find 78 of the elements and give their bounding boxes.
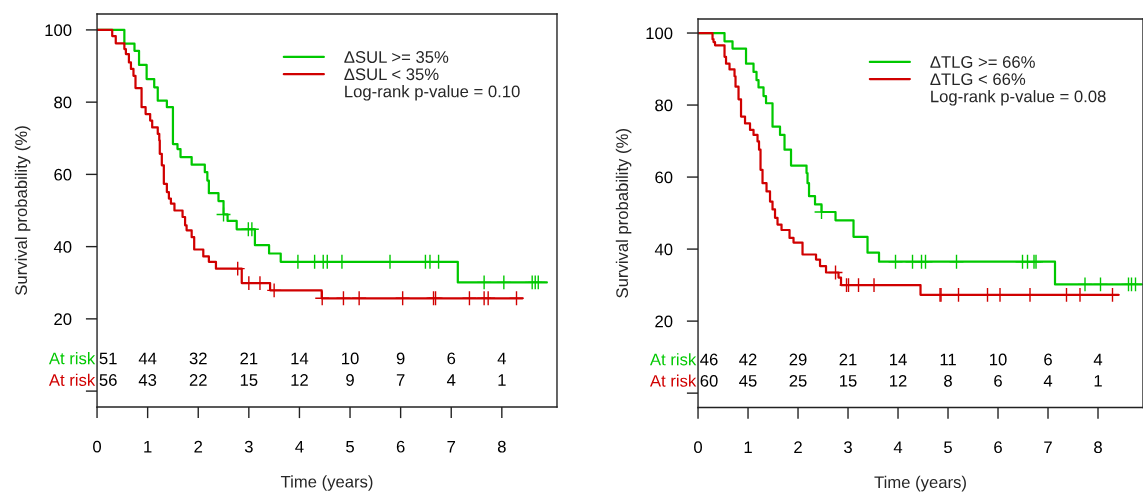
x-tick-label: 3 <box>244 440 253 453</box>
text: At risk <box>48 352 96 365</box>
annotation: 4 <box>1043 375 1053 387</box>
annotation: 10 <box>342 352 359 365</box>
text: At risk <box>649 353 697 366</box>
annotation: 15 <box>240 374 258 386</box>
legend-label: ΔTLG < 66% <box>930 73 1026 86</box>
x-tick-label: 0 <box>93 440 102 453</box>
annotation: 22 <box>189 374 207 386</box>
annotation: 56 <box>99 374 117 386</box>
annotation: 1 <box>1094 375 1102 387</box>
x-tick-label: 5 <box>944 441 952 454</box>
annotation: 29 <box>789 353 807 366</box>
legend-label: ΔSUL < 35% <box>344 68 439 81</box>
annotation: 10 <box>990 353 1007 366</box>
x-tick-label: 6 <box>396 440 405 453</box>
annotation: 44 <box>138 352 157 365</box>
x-tick-label: 8 <box>1094 441 1102 454</box>
annotation: 8 <box>944 374 952 387</box>
y-tick-label: 80 <box>54 96 72 109</box>
annotation: 4 <box>497 352 506 365</box>
annotation: 9 <box>346 374 354 386</box>
y-tick-label: 60 <box>655 171 673 184</box>
x-tick-label: 8 <box>497 440 506 453</box>
annotation: 21 <box>839 353 857 366</box>
text: At risk <box>649 374 697 387</box>
x-tick-label: 1 <box>744 441 752 453</box>
y-tick-label: 40 <box>654 243 673 256</box>
annotation: 12 <box>890 374 907 387</box>
y-tick-label: 60 <box>54 168 72 181</box>
text: At risk <box>48 373 96 386</box>
annotation: 32 <box>189 352 207 365</box>
annotation: 6 <box>1044 353 1052 366</box>
x-tick-label: 0 <box>694 441 703 454</box>
y-tick-label: 100 <box>45 24 72 37</box>
x-tick-label: 4 <box>295 440 304 453</box>
annotation: 11 <box>940 353 956 366</box>
x-tick-label: 7 <box>1044 441 1052 453</box>
y-axis-title: Survival probability (%) <box>615 129 632 298</box>
annotation: 60 <box>700 374 718 387</box>
annotation: 6 <box>447 352 456 365</box>
annotation: 1 <box>498 374 506 386</box>
x-axis-title: Time (years) <box>280 475 373 491</box>
annotation: 51 <box>99 352 117 365</box>
annotation: 4 <box>1093 353 1103 366</box>
annotation: Log-rank p-value = 0.10 <box>345 85 520 101</box>
annotation: Log-rank p-value = 0.08 <box>931 90 1106 106</box>
annotation: 46 <box>700 353 718 366</box>
x-tick-label: 4 <box>893 441 903 453</box>
y-axis-title: Survival probability (%) <box>14 126 31 295</box>
legend-label: ΔSUL >= 35% <box>344 51 449 63</box>
y-tick-label: 40 <box>53 241 72 253</box>
annotation: 42 <box>739 353 757 366</box>
annotation: 6 <box>994 374 1002 387</box>
annotation: 4 <box>446 374 456 386</box>
y-tick-label: 80 <box>655 99 673 112</box>
x-tick-label: 1 <box>144 440 152 453</box>
x-tick-label: 2 <box>794 441 802 453</box>
annotation: 7 <box>396 374 405 386</box>
x-tick-label: 3 <box>844 441 852 454</box>
x-tick-label: 2 <box>194 440 203 453</box>
y-tick-label: 20 <box>655 315 673 328</box>
y-tick-label: 100 <box>646 27 673 40</box>
legend-label: ΔTLG >= 66% <box>930 56 1035 68</box>
annotation: 25 <box>789 374 807 387</box>
x-tick-label: 6 <box>994 441 1002 454</box>
x-tick-label: 5 <box>346 440 354 453</box>
y-tick-label: 20 <box>54 313 72 326</box>
annotation: 15 <box>840 375 857 387</box>
annotation: 12 <box>291 374 308 386</box>
x-axis-title: Time (years) <box>874 475 966 492</box>
annotation: 45 <box>739 375 757 387</box>
annotation: 21 <box>240 352 258 365</box>
annotation: 14 <box>291 352 309 365</box>
x-tick-label: 7 <box>447 440 456 453</box>
annotation: 14 <box>890 353 907 366</box>
annotation: 43 <box>138 374 157 386</box>
annotation: 9 <box>396 352 405 365</box>
